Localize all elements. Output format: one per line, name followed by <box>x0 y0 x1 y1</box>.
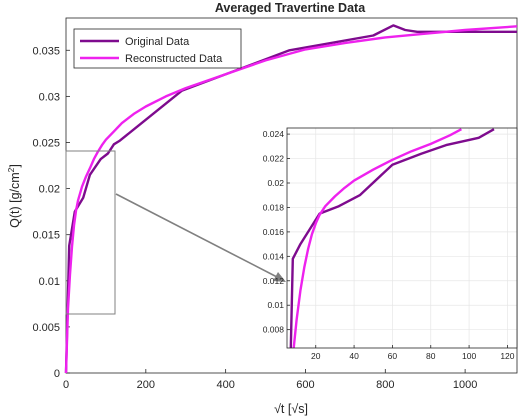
main-y-axis: 0 0.005 0.01 0.015 0.02 0.025 0.03 0.035 <box>32 45 70 380</box>
x-tick-label: 800 <box>376 379 394 391</box>
inset-x-tick-label: 120 <box>500 351 514 361</box>
inset-x-axis: 20 40 60 80 100 120 <box>311 345 515 361</box>
main-plot-series <box>64 24 518 374</box>
zoom-arrow-head <box>273 272 286 282</box>
chart-title: Averaged Travertine Data <box>215 1 366 15</box>
x-axis-label: √t [√s] <box>274 402 308 416</box>
inset-y-axis: 0.008 0.01 0.012 0.014 0.016 0.018 0.02 0.022 0.… <box>263 129 290 335</box>
inset-y-tick-label: 0.022 <box>263 154 285 164</box>
y-tick-label: 0.015 <box>32 230 60 242</box>
y-axis-label-main: Q(t) [g/cm <box>8 172 22 228</box>
x-tick-label: 1000 <box>453 379 477 391</box>
y-axis-label-superscript: 2 <box>6 167 16 172</box>
y-tick-label: 0.02 <box>39 184 60 196</box>
y-tick-label: 0.025 <box>32 137 60 149</box>
inset-y-tick-label: 0.024 <box>263 129 285 139</box>
y-tick-label: 0.01 <box>39 276 60 288</box>
inset-original-data-line <box>289 128 495 348</box>
inset-y-tick-label: 0.012 <box>263 276 285 286</box>
x-tick-label: 200 <box>137 379 155 391</box>
x-tick-label: 0 <box>63 379 69 391</box>
x-tick-label: 400 <box>216 379 234 391</box>
inset-x-tick-label: 40 <box>349 351 359 361</box>
inset-grid <box>287 128 517 348</box>
y-tick-label: 0.035 <box>32 45 60 57</box>
inset-y-tick-label: 0.01 <box>267 300 284 310</box>
inset-reconstructed-data-line <box>292 128 462 348</box>
inset-x-tick-label: 20 <box>311 351 321 361</box>
x-tick-label: 600 <box>296 379 314 391</box>
y-tick-label: 0 <box>54 368 60 380</box>
inset-plot-series <box>289 128 495 348</box>
legend-label-reconstructed: Reconstructed Data <box>125 53 223 65</box>
inset-x-tick-label: 100 <box>462 351 476 361</box>
y-tick-label: 0.005 <box>32 322 60 334</box>
inset-axes-box <box>286 127 518 349</box>
y-tick-label: 0.03 <box>39 91 60 103</box>
reconstructed-data-line <box>64 25 518 374</box>
inset-background <box>287 128 517 348</box>
y-axis-label-end: ] <box>8 164 22 167</box>
inset-y-tick-label: 0.018 <box>263 202 285 212</box>
inset-y-tick-label: 0.016 <box>263 227 285 237</box>
main-x-axis: 0 200 400 600 800 1000 <box>63 369 477 391</box>
inset-x-tick-label: 60 <box>388 351 398 361</box>
inset-y-tick-label: 0.02 <box>267 178 284 188</box>
legend-box <box>73 28 242 69</box>
inset-y-tick-label: 0.014 <box>263 251 285 261</box>
zoom-region-box <box>65 150 116 315</box>
original-data-line <box>64 24 517 374</box>
y-axis-label: Q(t) [g/cm2] <box>6 164 22 228</box>
inset-chart: 20 40 60 80 100 120 0.0080.010.0120.0140.0160… <box>263 127 518 361</box>
legend: Original Data Reconstructed Data <box>73 28 242 69</box>
legend-label-original: Original Data <box>125 36 190 48</box>
inset-x-tick-label: 80 <box>426 351 436 361</box>
zoom-arrow-line <box>115 193 278 278</box>
inset-y-tick-label: 0.008 <box>263 325 285 335</box>
